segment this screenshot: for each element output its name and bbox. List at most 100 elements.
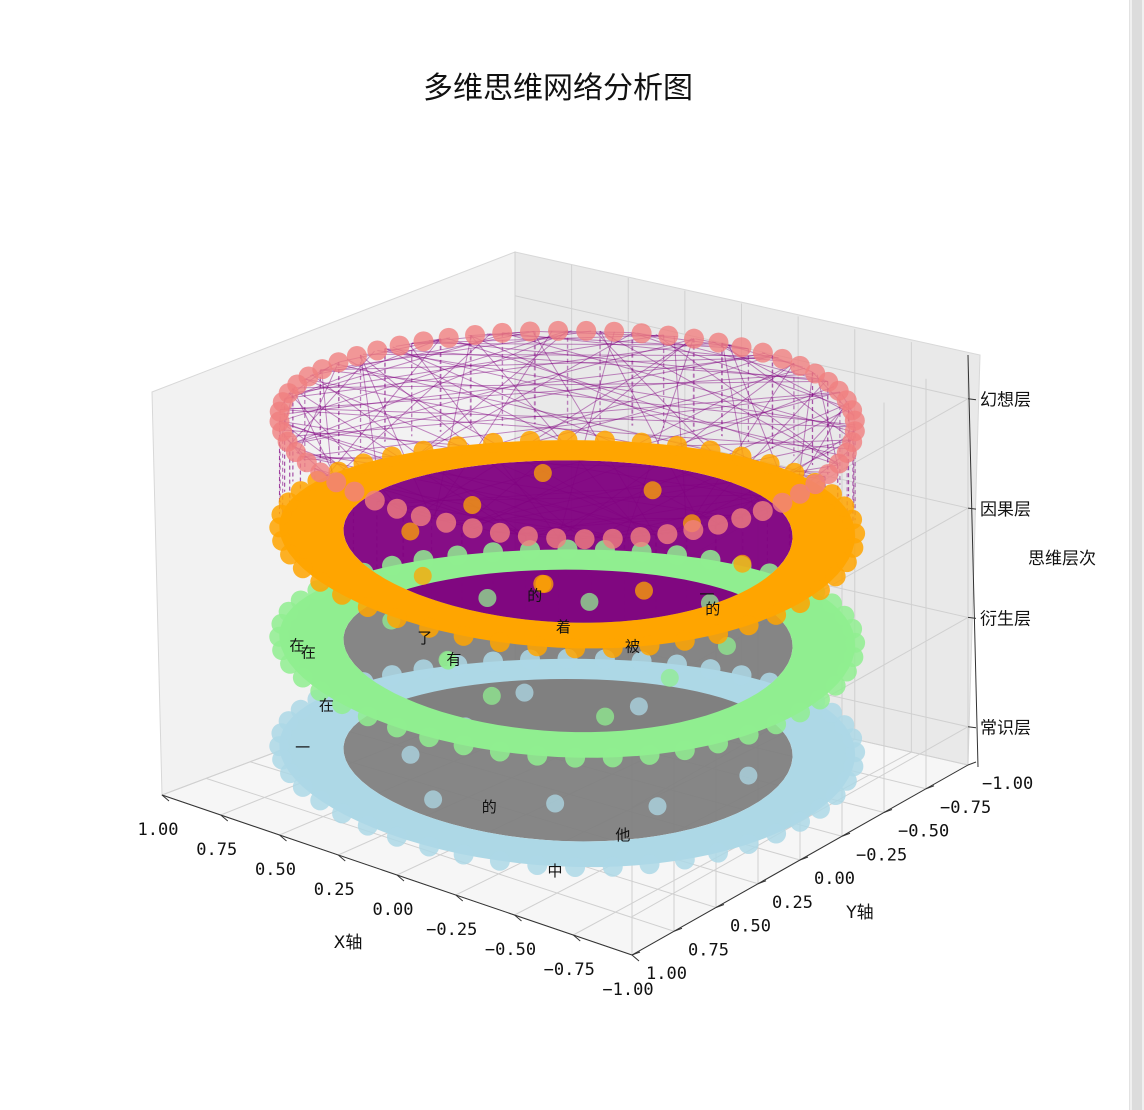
- word-label: 在: [289, 637, 304, 655]
- connection-line: [599, 330, 839, 465]
- node-point: [344, 481, 365, 502]
- node-point: [834, 605, 855, 626]
- x-tick-mark: [220, 814, 229, 822]
- y-tick-label: 0.75: [688, 940, 729, 960]
- node-point: [292, 667, 313, 688]
- node-point: [436, 512, 457, 533]
- connection-line: [384, 348, 825, 380]
- node-point: [602, 528, 623, 549]
- connection-line: [280, 408, 850, 450]
- node-point: [789, 355, 810, 376]
- y-tick-label: −0.75: [940, 798, 991, 818]
- scrollbar-track[interactable]: [1129, 0, 1144, 1110]
- word-label: 一: [295, 738, 310, 756]
- node-point: [280, 763, 301, 784]
- node-point: [515, 683, 534, 702]
- word-label: 在: [301, 644, 316, 662]
- node-point: [533, 464, 552, 483]
- node-point: [328, 352, 349, 373]
- node-point: [733, 554, 752, 573]
- node-point: [367, 340, 388, 361]
- node-point: [834, 496, 855, 517]
- connection-line: [289, 352, 765, 445]
- x-tick-label: 0.00: [373, 900, 414, 920]
- node-point: [708, 514, 729, 535]
- node-point: [700, 659, 721, 680]
- node-point: [489, 632, 510, 653]
- y-axis-label: Y轴: [845, 903, 873, 923]
- node-point: [483, 432, 504, 453]
- connection-line: [320, 369, 856, 426]
- node-point: [332, 803, 353, 824]
- x-tick-label: −0.50: [485, 940, 536, 960]
- z-tick-label: 常识层: [980, 719, 1031, 739]
- node-point: [700, 549, 721, 570]
- node-point: [387, 717, 407, 738]
- floor-gridline: [205, 777, 675, 932]
- connection-line: [284, 391, 841, 438]
- node-point: [492, 322, 513, 343]
- node-point: [825, 675, 846, 696]
- x-tick-mark: [572, 934, 581, 942]
- node-point: [413, 659, 434, 680]
- y-tick-mark: [715, 904, 725, 908]
- node-point: [790, 811, 810, 832]
- node-point: [527, 636, 548, 657]
- node-point: [419, 617, 440, 638]
- node-point: [357, 815, 378, 836]
- node-point: [382, 446, 403, 467]
- z-axis-line: [967, 354, 979, 768]
- node-point: [602, 638, 623, 659]
- node-point: [809, 798, 830, 819]
- y-tick-mark: [841, 832, 851, 837]
- connection-line: [362, 353, 773, 357]
- node-point: [708, 624, 729, 645]
- word-label: 他: [615, 826, 630, 844]
- node-point: [766, 823, 787, 844]
- node-point: [292, 558, 313, 579]
- connection-line: [284, 341, 716, 400]
- ring-band: [279, 549, 856, 758]
- x-tick-mark: [455, 894, 464, 902]
- layer-rings: [269, 320, 866, 877]
- node-point: [631, 432, 652, 453]
- node-point: [483, 651, 504, 672]
- node-point: [357, 596, 378, 617]
- node-point: [766, 604, 787, 625]
- node-point: [805, 363, 826, 384]
- node-point: [731, 337, 752, 358]
- z-tick-label: 因果层: [980, 500, 1031, 520]
- node-point: [382, 665, 403, 686]
- z-tick-label: 幻想层: [980, 391, 1031, 411]
- node-point: [364, 490, 385, 511]
- node-point: [809, 689, 830, 710]
- word-label: 在: [319, 696, 334, 714]
- y-tick-label: 1.00: [646, 964, 687, 984]
- connection-line: [279, 355, 773, 416]
- x-axis-label: X轴: [334, 933, 363, 953]
- connection-line: [289, 338, 695, 445]
- node-point: [639, 635, 660, 656]
- node-point: [821, 702, 842, 723]
- node-point: [413, 440, 434, 461]
- node-point: [648, 797, 667, 816]
- node-point: [357, 706, 378, 727]
- node-point: [738, 615, 759, 636]
- node-point: [580, 592, 599, 611]
- node-point: [790, 702, 810, 723]
- word-label: 中: [547, 862, 562, 880]
- node-point: [387, 498, 407, 519]
- node-point: [596, 707, 615, 726]
- node-point: [489, 522, 510, 543]
- node-point: [821, 484, 842, 505]
- connection-line: [721, 342, 854, 441]
- scrollbar-thumb[interactable]: [1132, 0, 1142, 1110]
- node-point: [731, 508, 752, 529]
- word-label: 的: [482, 798, 497, 816]
- y-tick-label: 0.50: [730, 917, 771, 937]
- node-point: [752, 342, 773, 363]
- node-point: [660, 668, 679, 687]
- z-tick-label: 衍生层: [980, 609, 1031, 629]
- connection-line: [319, 330, 592, 371]
